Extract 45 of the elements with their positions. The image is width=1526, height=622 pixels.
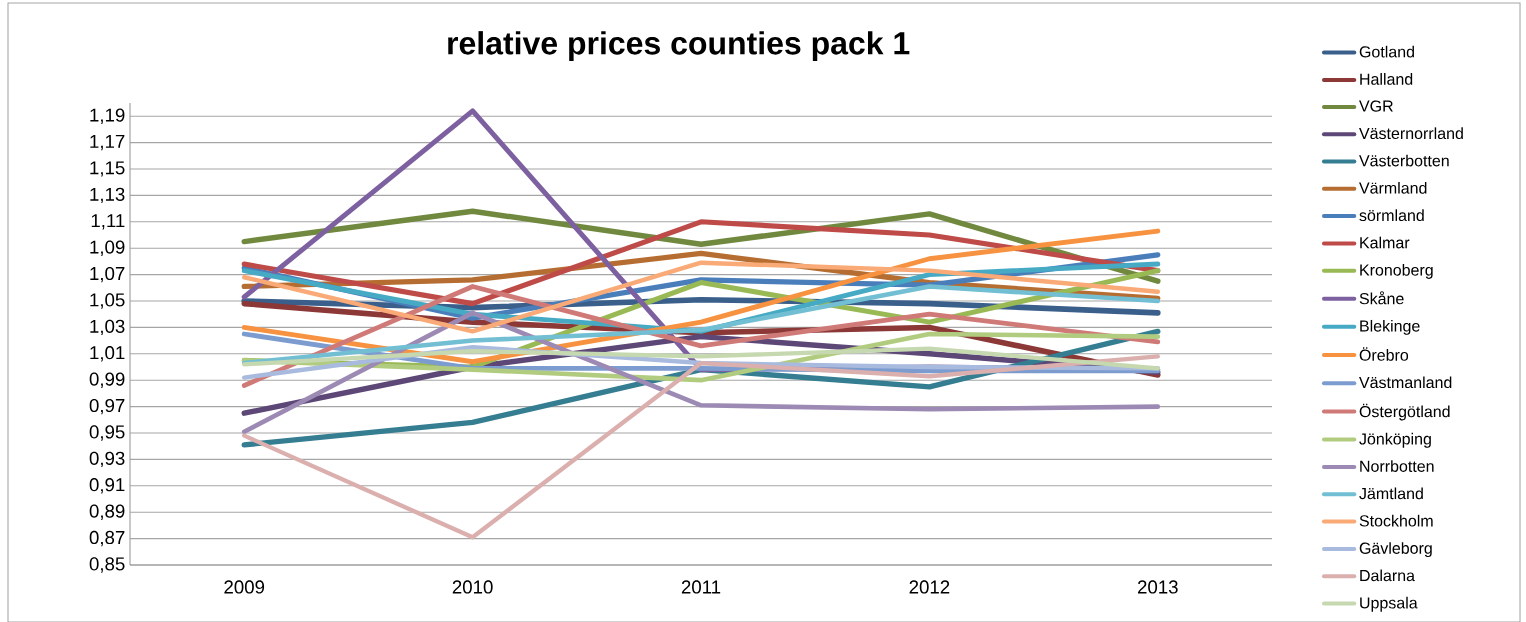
legend-label: Kronoberg <box>1360 263 1433 279</box>
legend-label: Blekinge <box>1360 319 1420 335</box>
legend-label: VGR <box>1359 100 1393 112</box>
y-tick-label: 1,13 <box>90 187 125 204</box>
y-tick-label: 1,03 <box>90 319 125 336</box>
x-tick-label: 2010 <box>452 580 493 594</box>
legend-label: Västmanland <box>1359 376 1452 389</box>
legend-label: Stockholm <box>1359 514 1433 527</box>
y-tick-label: 0,97 <box>89 398 125 415</box>
y-tick-label: 1,07 <box>90 266 125 283</box>
legend-label: Västernorrland <box>1359 127 1463 140</box>
legend-label: Dalarna <box>1360 569 1415 582</box>
y-tick-label: 0,93 <box>89 451 125 468</box>
y-tick-label: 0,89 <box>89 504 125 520</box>
y-tick-label: 1,01 <box>90 346 125 362</box>
legend-label: Östergötland <box>1359 403 1450 421</box>
y-tick-label: 0,99 <box>89 372 125 388</box>
y-tick-label: 1,15 <box>90 161 125 177</box>
x-tick-label: 2009 <box>224 580 265 594</box>
legend-label: Västerbotten <box>1359 154 1449 167</box>
legend-label: Jönköping <box>1359 432 1431 448</box>
y-tick-label: 1,11 <box>91 214 125 230</box>
legend-label: Skåne <box>1359 291 1404 305</box>
x-tick-label: 2011 <box>681 580 721 594</box>
y-tick-label: 1,17 <box>90 134 125 151</box>
y-tick-label: 1,05 <box>90 293 125 309</box>
legend-label: Uppsala <box>1360 596 1418 612</box>
legend-label: Gotland <box>1359 45 1414 58</box>
legend-label: Norrbotten <box>1360 460 1434 472</box>
legend-label: Gävleborg <box>1359 542 1432 558</box>
x-tick-label: 2013 <box>1137 580 1178 594</box>
legend-label: Halland <box>1360 73 1413 85</box>
legend-label: sörmland <box>1359 209 1424 222</box>
x-tick-label: 2012 <box>909 580 950 594</box>
legend-label: Örebro <box>1359 347 1409 361</box>
legend-label: Jämtland <box>1359 487 1423 500</box>
legend-label: Kalmar <box>1360 236 1410 249</box>
y-tick-label: 1,09 <box>90 240 125 256</box>
y-tick-label: 0,95 <box>89 425 125 441</box>
y-tick-label: 1,19 <box>90 108 125 124</box>
legend-label: Värmland <box>1359 182 1427 194</box>
y-tick-label: 0,85 <box>89 557 125 573</box>
y-tick-label: 0,87 <box>89 530 125 547</box>
chart-title: relative prices counties pack 1 <box>448 31 910 61</box>
y-tick-label: 0,91 <box>89 478 125 494</box>
